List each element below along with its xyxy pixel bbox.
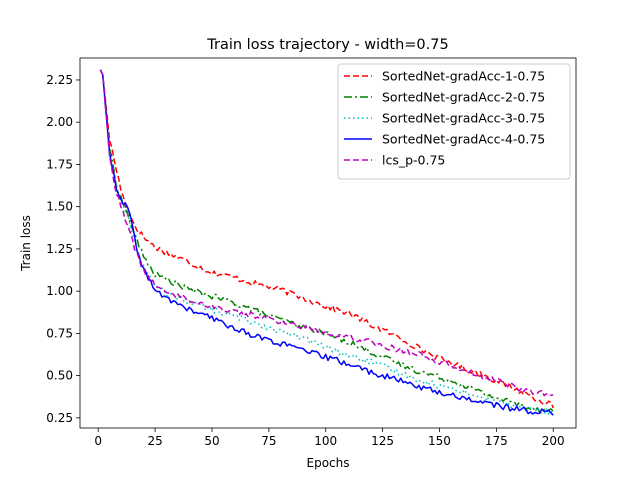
y-tick-label: 0.25 xyxy=(46,411,73,425)
y-tick-label: 2.00 xyxy=(46,115,73,129)
x-tick-label: 0 xyxy=(94,434,102,448)
x-tick-label: 150 xyxy=(428,434,451,448)
axes-frame xyxy=(79,57,577,429)
x-tick-label: 175 xyxy=(485,434,508,448)
y-axis-label: Train loss xyxy=(19,215,33,272)
series-line-4 xyxy=(99,69,554,416)
legend-label-2: SortedNet-gradAcc-2-0.75 xyxy=(382,90,545,105)
x-tick-label: 200 xyxy=(542,434,565,448)
axes-layer: 0 25 50 75 100 125 150 175 200 0.25 0.50 0.75 1.00 1.… xyxy=(46,57,577,448)
y-tick-label: 2.25 xyxy=(46,73,73,87)
y-tick-label: 1.75 xyxy=(46,157,73,171)
legend-box xyxy=(337,63,571,180)
x-tick-label: 100 xyxy=(314,434,337,448)
y-tick-label: 0.50 xyxy=(46,369,73,383)
y-tick-label: 1.00 xyxy=(46,284,73,298)
y-tick-label: 1.25 xyxy=(46,242,73,256)
y-tick-label: 0.75 xyxy=(46,326,73,340)
series-line-3 xyxy=(99,69,554,415)
x-tick-label: 25 xyxy=(147,434,162,448)
legend-label-1: SortedNet-gradAcc-1-0.75 xyxy=(382,69,545,84)
legend-label-5: lcs_p-0.75 xyxy=(382,153,445,168)
series-layer xyxy=(99,69,554,416)
y-tick-label: 1.50 xyxy=(46,200,73,214)
legend: SortedNet-gradAcc-1-0.75 SortedNet-gradAc… xyxy=(337,63,571,180)
series-line-1 xyxy=(99,69,554,409)
x-axis-label: Epochs xyxy=(307,456,350,470)
x-tick-label: 125 xyxy=(371,434,394,448)
x-tick-label: 75 xyxy=(261,434,276,448)
series-line-2 xyxy=(99,69,554,413)
series-line-5 xyxy=(99,69,554,397)
x-tick-label: 50 xyxy=(204,434,219,448)
legend-label-3: SortedNet-gradAcc-3-0.75 xyxy=(382,111,545,126)
legend-label-4: SortedNet-gradAcc-4-0.75 xyxy=(382,132,545,147)
chart-title: Train loss trajectory - width=0.75 xyxy=(206,37,448,53)
